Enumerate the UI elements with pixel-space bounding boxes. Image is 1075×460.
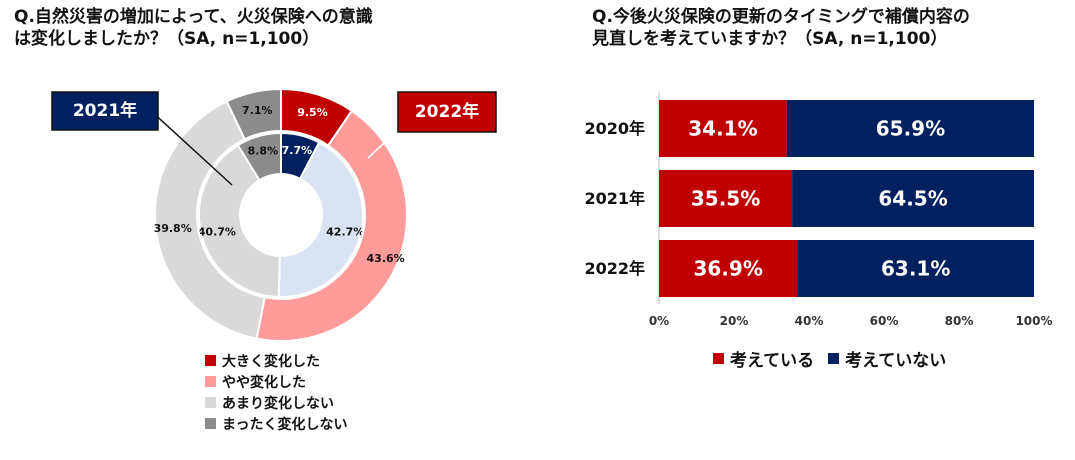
bar-considering-2 [659,240,798,297]
bar-category-label-1: 2021年 [584,189,645,208]
bar-label-considering-1: 35.5% [691,187,760,211]
legend-label: 大きく変化した [222,353,320,370]
outer-label-some-change: 43.6% [367,252,405,265]
inner-label-big-change: 7.7% [282,144,313,157]
legend-swatch [205,397,216,408]
outer-slice-some-change [255,109,408,342]
right-title-line-2: 見直しを考えていますか？（SA, n=1,100） [592,29,948,49]
bar-x-tick-1: 20% [720,314,749,328]
inner-slice-little-change [198,143,281,298]
bar-label-not-considering-2: 63.1% [881,257,950,281]
bar-category-label-0: 2020年 [584,119,645,138]
inner-slice-some-change [277,141,364,298]
legend-label: まったく変化しない [222,416,348,433]
bar-label-considering-0: 34.1% [688,117,757,141]
outer-slice-no-change [225,87,282,141]
bar-not-considering-1 [792,170,1034,227]
callout-2022-leader [367,127,401,159]
outer-label-little-change: 39.8% [154,222,192,235]
legend-swatch [205,376,216,387]
inner-slice-no-change [236,131,282,182]
bar-x-tick-3: 60% [870,314,899,328]
callout-2022-box [397,91,497,133]
callout-2021-leader [149,109,233,186]
legend-label: 考えている [730,351,815,371]
legend-swatch [713,353,724,364]
left-chart-title: Q.自然災害の増加によって、火災保険への意識 は変化しましたか？（SA, n=1… [14,6,373,50]
bar-label-considering-2: 36.9% [693,257,762,281]
outer-label-big-change: 9.5% [297,106,328,119]
bar-x-tick-4: 80% [945,314,974,328]
legend-item-considering: 考えている [713,346,814,371]
callout-2021-label: 2021年 [73,100,137,121]
bar-label-not-considering-0: 65.9% [876,117,945,141]
legend-item-little-change: あまり変化しない [205,392,347,413]
legend-item-not-considering: 考えていない [828,346,946,371]
left-title-line-1: Q.自然災害の増加によって、火災保険への意識 [14,7,373,27]
right-chart-title: Q.今後火災保険の更新のタイミングで補償内容の 見直しを考えていますか？（SA,… [592,6,970,50]
bar-considering-0 [659,100,787,157]
bar-x-tick-0: 0% [649,314,669,328]
legend-swatch [828,353,840,364]
inner-label-no-change: 8.8% [248,145,279,158]
legend-item-some-change: やや変化した [205,371,347,392]
outer-slice-little-change [154,99,266,340]
left-title-line-2: は変化しましたか？（SA, n=1,100） [14,29,320,49]
bar-category-label-2: 2022年 [584,259,645,278]
legend-label: 考えていない [845,351,947,371]
outer-label-no-change: 7.1% [242,104,273,117]
right-title-line-1: Q.今後火災保険の更新のタイミングで補償内容の [592,7,970,27]
inner-label-some-change: 42.7% [326,225,364,238]
bar-x-tick-2: 40% [795,314,824,328]
legend-item-big-change: 大きく変化した [205,350,347,371]
legend-item-no-change: まったく変化しない [205,413,347,434]
bar-considering-1 [659,170,793,227]
legend-label: やや変化した [222,374,306,391]
inner-label-little-change: 40.7% [198,226,236,239]
callout-2021-box [51,91,159,131]
bar-x-tick-5: 100% [1015,314,1052,328]
bar-not-considering-2 [797,240,1034,297]
legend-swatch [205,355,216,366]
bar-legend: 考えている 考えていない [713,346,960,371]
legend-swatch [205,418,216,429]
bar-label-not-considering-1: 64.5% [878,187,947,211]
donut-legend: 大きく変化した やや変化した あまり変化しない まったく変化しない [205,350,347,434]
callout-2022-label: 2022年 [415,101,479,122]
bar-not-considering-0 [786,100,1034,157]
legend-label: あまり変化しない [222,395,334,412]
